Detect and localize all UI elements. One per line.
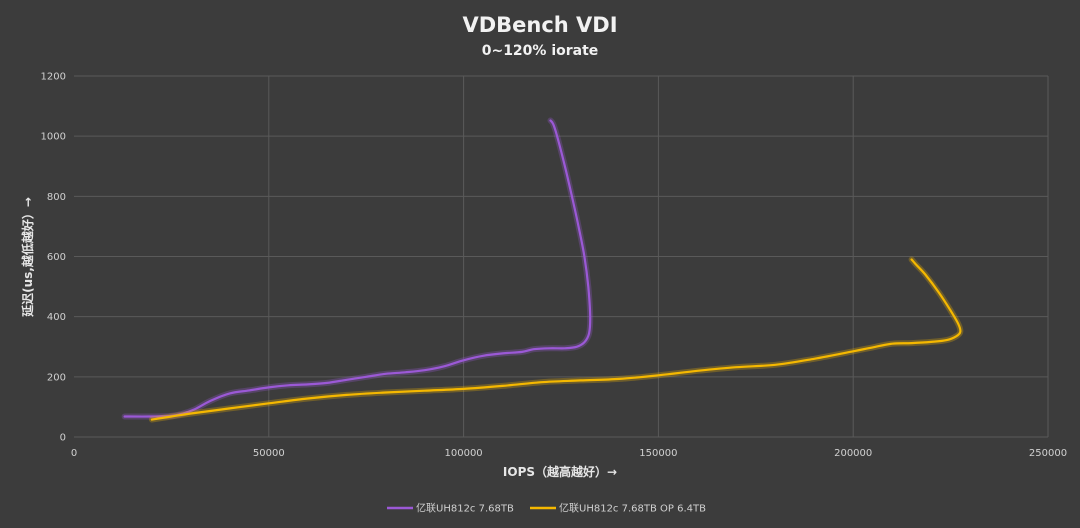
y-tick-label: 0 xyxy=(60,433,66,444)
x-tick-label: 0 xyxy=(71,448,77,459)
series-line-1 xyxy=(150,258,962,421)
y-tick-label: 800 xyxy=(47,192,66,203)
legend-label-0: 亿联UH812c 7.68TB xyxy=(416,502,514,515)
series-glow-0 xyxy=(121,117,594,420)
y-axis-title: 延迟(us,越低越好）→ xyxy=(20,197,35,318)
x-tick-label: 150000 xyxy=(639,448,677,459)
y-tick-label: 1000 xyxy=(41,132,66,143)
tick-labels: 0 200 400 600 800 1000 1200 0 50000 100000 150000 2… xyxy=(41,72,1068,460)
y-tick-label: 400 xyxy=(47,312,66,323)
series-glow-1 xyxy=(148,256,964,423)
x-tick-label: 250000 xyxy=(1029,448,1067,459)
x-tick-label: 50000 xyxy=(253,448,285,459)
y-tick-label: 200 xyxy=(47,372,66,383)
x-tick-label: 200000 xyxy=(834,448,872,459)
grid xyxy=(74,75,1049,438)
series-layer xyxy=(121,117,964,423)
legend-label-1: 亿联UH812c 7.68TB OP 6.4TB xyxy=(559,502,706,515)
x-axis-title: IOPS（越高越好）→ xyxy=(503,464,617,479)
chart-title: VDBench VDI xyxy=(462,13,617,37)
series-line-0 xyxy=(123,119,592,418)
y-tick-label: 600 xyxy=(47,252,66,263)
x-tick-label: 100000 xyxy=(445,448,483,459)
chart-subtitle: 0~120% iorate xyxy=(482,43,599,59)
legend: 亿联UH812c 7.68TB 亿联UH812c 7.68TB OP 6.4TB xyxy=(387,502,706,515)
y-tick-label: 1200 xyxy=(41,72,66,83)
